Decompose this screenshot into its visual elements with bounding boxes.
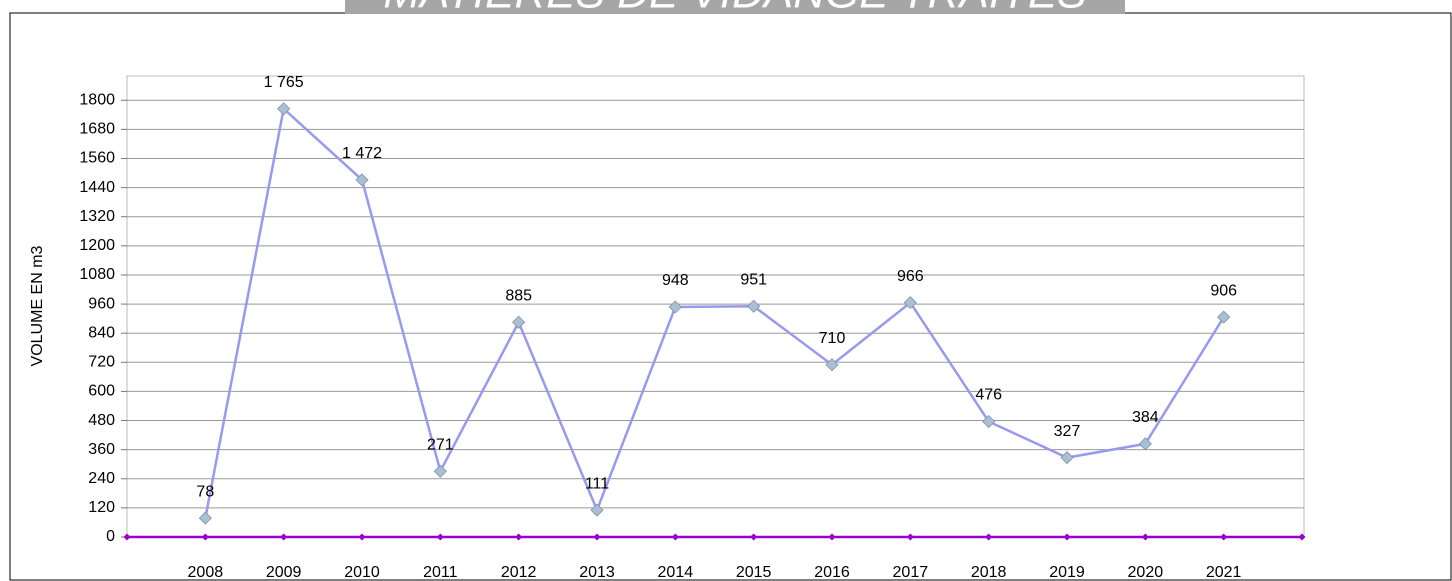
data-point (201, 533, 209, 541)
data-label: 327 (1054, 423, 1081, 440)
x-tick-label: 2020 (1128, 564, 1164, 581)
data-point (436, 533, 444, 541)
y-tick-label: 480 (88, 412, 115, 429)
data-label: 951 (740, 271, 767, 288)
y-tick-label: 120 (88, 499, 115, 516)
data-point (985, 533, 993, 541)
x-tick-label: 2017 (893, 564, 929, 581)
y-tick-label: 720 (88, 354, 115, 371)
data-point (1063, 533, 1071, 541)
data-label: 710 (819, 330, 846, 347)
data-label: 1 472 (342, 145, 382, 162)
y-tick-label: 960 (88, 295, 115, 312)
data-point (1141, 533, 1149, 541)
x-tick-label: 2018 (971, 564, 1007, 581)
data-label: 1 765 (264, 74, 304, 91)
data-label: 111 (585, 475, 609, 492)
data-point (828, 533, 836, 541)
y-tick-label: 240 (88, 470, 115, 487)
data-point (433, 464, 447, 478)
data-point (512, 315, 526, 329)
chart-title: MATIERES DE VIDANGE TRAITES (383, 0, 1086, 18)
chart-frame (9, 12, 1452, 581)
data-label: 948 (662, 272, 689, 289)
data-point (198, 511, 212, 525)
data-point (1060, 451, 1074, 465)
data-point (515, 533, 523, 541)
x-tick-label: 2009 (266, 564, 302, 581)
y-tick-label: 0 (106, 528, 115, 545)
x-tick-label: 2008 (188, 564, 224, 581)
x-tick-label: 2015 (736, 564, 772, 581)
data-point (747, 299, 761, 313)
data-point (825, 358, 839, 372)
data-point (750, 533, 758, 541)
data-label: 271 (427, 436, 454, 453)
x-tick-label: 2010 (344, 564, 380, 581)
data-point (906, 533, 914, 541)
title-box (345, 0, 1125, 14)
y-tick-label: 360 (88, 441, 115, 458)
data-label: 966 (897, 268, 924, 285)
x-tick-label: 2019 (1049, 564, 1085, 581)
x-tick-label: 2014 (658, 564, 694, 581)
data-point (280, 533, 288, 541)
data-label: 906 (1210, 282, 1237, 299)
data-label: 476 (975, 387, 1002, 404)
y-tick-label: 1560 (79, 150, 115, 167)
y-axis-label: VOLUME EN m3 (29, 245, 46, 366)
data-point (590, 503, 604, 517)
y-tick-label: 1800 (79, 91, 115, 108)
data-point (668, 300, 682, 314)
data-point (277, 102, 291, 116)
x-tick-label: 2016 (814, 564, 850, 581)
data-point (903, 296, 917, 310)
data-point (1217, 310, 1231, 324)
x-tick-label: 2011 (423, 564, 458, 581)
y-tick-label: 600 (88, 383, 115, 400)
x-tick-label: 2021 (1206, 564, 1242, 581)
data-point (593, 533, 601, 541)
y-tick-label: 840 (88, 324, 115, 341)
data-label: 384 (1132, 409, 1159, 426)
data-label: 885 (505, 287, 532, 304)
data-point (1298, 533, 1306, 541)
series-line (204, 106, 1225, 519)
data-point (355, 173, 369, 187)
y-tick-label: 1200 (79, 237, 115, 254)
y-tick-label: 1680 (79, 121, 115, 138)
y-tick-label: 1440 (79, 179, 115, 196)
data-point (1220, 533, 1228, 541)
data-point (1138, 437, 1152, 451)
data-point (123, 533, 131, 541)
x-tick-label: 2013 (579, 564, 615, 581)
y-tick-label: 1320 (79, 208, 115, 225)
data-point (671, 533, 679, 541)
y-tick-label: 1080 (79, 266, 115, 283)
x-tick-label: 2012 (501, 564, 537, 581)
data-label: 78 (196, 483, 214, 500)
data-point (982, 414, 996, 429)
data-point (358, 533, 366, 541)
